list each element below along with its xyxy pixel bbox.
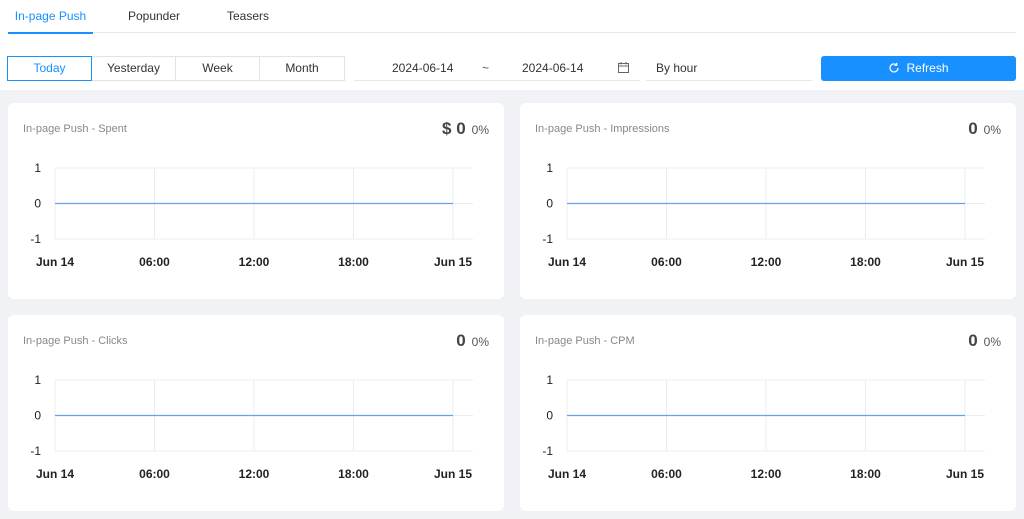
x-tick-label: Jun 15 [434, 467, 472, 481]
x-tick-label: 12:00 [751, 467, 782, 481]
chart-summary: 0 0% [456, 331, 489, 351]
x-tick-label: 12:00 [751, 255, 782, 269]
y-tick-label: -1 [30, 232, 41, 246]
chart-summary: 0 0% [968, 331, 1001, 351]
summary-change: 0% [471, 335, 489, 349]
x-tick-label: 06:00 [139, 255, 170, 269]
x-tick-label: 18:00 [338, 467, 369, 481]
summary-value: 0 [968, 119, 978, 138]
x-tick-label: Jun 14 [36, 467, 74, 481]
x-tick-label: 18:00 [338, 255, 369, 269]
end-date-input[interactable]: 2024-06-14 [522, 61, 584, 75]
y-tick-label: -1 [30, 444, 41, 458]
chart-card-clicks: In-page Push - Clicks 0 0% 1 0 -1 Jun 14 06:0… [8, 315, 504, 511]
start-date-input[interactable]: 2024-06-14 [392, 61, 454, 75]
line-chart: 1 0 -1 Jun 14 06:00 12:00 18:00 Jun 15 [542, 161, 985, 269]
tab-popunder[interactable]: Popunder [127, 9, 181, 23]
chart-card-impressions: In-page Push - Impressions 0 0% 1 0 -1 Jun 1… [520, 103, 1016, 299]
y-tick-label: 1 [546, 373, 553, 387]
chart-title: In-page Push - CPM [535, 335, 635, 347]
range-today-button[interactable]: Today [7, 56, 92, 81]
range-month-button[interactable]: Month [259, 56, 345, 81]
y-tick-label: -1 [542, 444, 553, 458]
calendar-icon[interactable] [618, 62, 629, 73]
x-tick-label: Jun 15 [946, 467, 984, 481]
chart-title: In-page Push - Impressions [535, 123, 670, 135]
chart-card-cpm: In-page Push - CPM 0 0% 1 0 -1 Jun 14 06:00 12… [520, 315, 1016, 511]
x-tick-label: 06:00 [139, 467, 170, 481]
line-chart: 1 0 -1 Jun 14 06:00 12:00 18:00 Jun 15 [30, 373, 473, 481]
x-tick-label: Jun 15 [434, 255, 472, 269]
y-tick-label: 0 [546, 197, 553, 211]
top-toolbar: In-page Push Popunder Teasers Today Yest… [0, 0, 1024, 90]
x-tick-label: Jun 14 [548, 255, 586, 269]
date-range-picker[interactable]: 2024-06-14 ~ 2024-06-14 [354, 56, 640, 81]
y-tick-label: 1 [546, 161, 553, 175]
tab-teasers[interactable]: Teasers [226, 9, 270, 23]
tab-in-page-push[interactable]: In-page Push [8, 0, 93, 34]
product-tabs: In-page Push Popunder Teasers [8, 0, 1016, 34]
date-separator: ~ [482, 61, 490, 75]
summary-change: 0% [983, 123, 1001, 137]
y-tick-label: 0 [546, 409, 553, 423]
line-chart: 1 0 -1 Jun 14 06:00 12:00 18:00 Jun 15 [542, 373, 985, 481]
x-tick-label: Jun 14 [548, 467, 586, 481]
y-tick-label: 1 [34, 161, 41, 175]
refresh-label: Refresh [906, 61, 949, 75]
x-tick-label: 12:00 [239, 255, 270, 269]
x-tick-label: 18:00 [850, 467, 881, 481]
x-tick-label: 06:00 [651, 255, 682, 269]
refresh-button[interactable]: Refresh [821, 56, 1016, 81]
x-tick-label: 06:00 [651, 467, 682, 481]
y-tick-label: 1 [34, 373, 41, 387]
x-tick-label: 12:00 [239, 467, 270, 481]
chart-summary: $ 0 0% [442, 119, 489, 139]
y-tick-label: 0 [34, 409, 41, 423]
summary-value: 0 [968, 331, 978, 350]
chart-summary: 0 0% [968, 119, 1001, 139]
group-by-select[interactable]: By hour [646, 56, 812, 81]
range-week-button[interactable]: Week [175, 56, 260, 81]
summary-value: 0 [456, 331, 466, 350]
x-tick-label: 18:00 [850, 255, 881, 269]
chart-title: In-page Push - Clicks [23, 335, 128, 347]
summary-change: 0% [471, 123, 489, 137]
refresh-icon [889, 62, 900, 73]
chart-title: In-page Push - Spent [23, 123, 127, 135]
summary-change: 0% [983, 335, 1001, 349]
x-tick-label: Jun 14 [36, 255, 74, 269]
line-chart: 1 0 -1 Jun 14 06:00 12:00 18:00 Jun 15 [30, 161, 473, 269]
summary-value: $ 0 [442, 119, 466, 138]
range-yesterday-button[interactable]: Yesterday [91, 56, 176, 81]
chart-card-spent: In-page Push - Spent $ 0 0% 1 0 -1 Jun 14 06:… [8, 103, 504, 299]
y-tick-label: -1 [542, 232, 553, 246]
y-tick-label: 0 [34, 197, 41, 211]
x-tick-label: Jun 15 [946, 255, 984, 269]
